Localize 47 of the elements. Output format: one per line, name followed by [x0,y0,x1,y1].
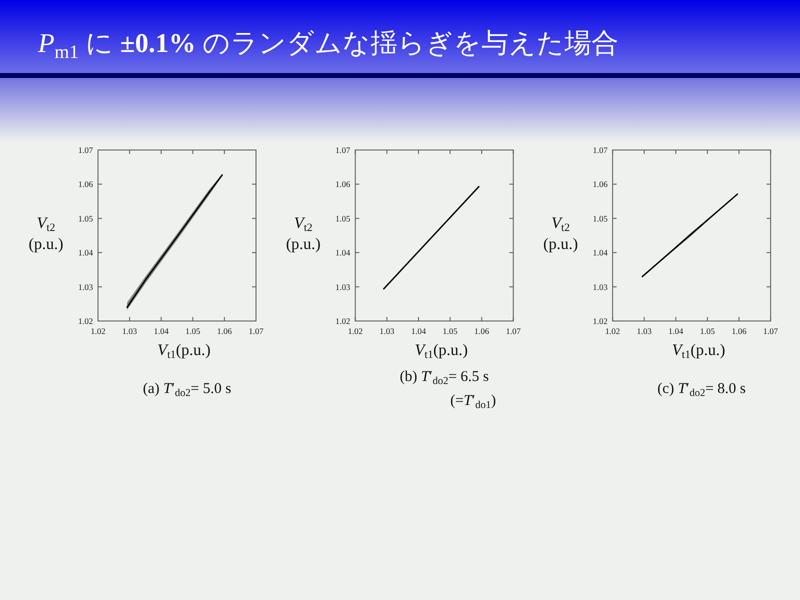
text: (b) T′$_{do2}$= 6.5 s [400,369,490,388]
x-axis-title: V$_{t1}$(p.u.) [157,342,211,362]
y-tick-label: 1.07 [592,145,608,155]
y-tick-label: 1.05 [78,213,93,224]
x-tick-label: 1.02 [348,326,363,336]
x-tick-label: 1.03 [122,326,138,336]
y-tick-label: 1.03 [592,282,608,292]
y-axis-title: V$_{t2}$ (p.u.) [28,215,64,253]
x-tick-label: 1.05 [700,326,715,336]
x-axis-title: V$_{t1}$(p.u.) [672,342,726,362]
y-tick-label: 1.02 [78,316,93,326]
x-tick-label: 1.07 [763,326,778,336]
x-tick-label: 1.05 [442,326,458,336]
y-tick-label: 1.05 [335,213,350,224]
x-axis-title: V$_{t1}$(p.u.) [414,342,468,362]
x-tick-label: 1.04 [154,326,170,336]
x-tick-label: 1.03 [636,326,652,336]
x-tick-label: 1.04 [411,326,427,336]
y-axis-title: V$_{t2}$ (p.u.) [543,215,578,253]
x-tick-label: 1.06 [732,326,746,336]
text: (=T′$_{do1}$) [450,393,496,412]
x-tick-label: 1.06 [216,326,232,336]
y-tick-label: 1.05 [592,213,608,224]
y-axis-title: V$_{t2}$ (p.u.) [286,215,321,253]
y-tick-label: 1.06 [335,179,350,190]
x-tick-label: 1.07 [248,326,264,336]
y-tick-label: 1.06 [592,179,608,190]
y-tick-label: 1.04 [78,248,94,258]
x-tick-label: 1.04 [668,326,684,336]
text: (c) T′$_{do2}$= 8.0 s [657,381,746,400]
x-tick-label: 1.06 [474,326,490,336]
x-tick-label: 1.02 [605,326,620,336]
y-tick-label: 1.06 [78,179,93,190]
y-tick-label: 1.03 [78,282,93,292]
y-tick-label: 1.04 [592,248,608,258]
y-tick-label: 1.07 [78,145,93,155]
x-tick-label: 1.03 [379,326,394,336]
y-tick-label: 1.07 [335,145,350,155]
y-tick-label: 1.02 [335,316,350,326]
text: P$_{m1}$ に ±0.1% のランダムな揺らぎを与えた場合 [37,28,618,63]
x-tick-label: 1.02 [90,326,106,336]
x-tick-label: 1.07 [506,326,521,336]
x-tick-label: 1.05 [185,326,200,336]
y-tick-label: 1.04 [335,248,352,258]
text: (a) T′$_{do2}$= 5.0 s [142,381,232,400]
y-tick-label: 1.02 [592,316,608,326]
y-tick-label: 1.03 [335,282,350,292]
